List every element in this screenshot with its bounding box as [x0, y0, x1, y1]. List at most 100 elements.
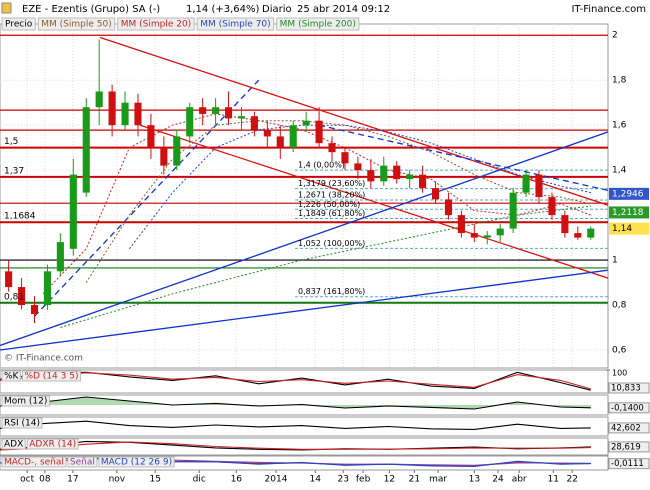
price-tag-label: 1,2946 — [612, 189, 644, 199]
legend-entry: MM (Simple 70) — [200, 20, 270, 30]
trendline — [34, 79, 260, 317]
quote: 1,14 (+3,64%) — [186, 4, 259, 15]
watermark: © IT-Finance.com — [4, 354, 83, 364]
candle-body — [302, 120, 310, 126]
legend-box — [21, 370, 81, 382]
price-tag-label: 1,2118 — [612, 208, 644, 218]
candle-body — [535, 174, 543, 198]
candle-body — [393, 165, 401, 180]
trendline — [139, 124, 608, 279]
x-tick-label: 11 — [548, 475, 559, 485]
candle-body — [56, 242, 64, 272]
value-tag — [608, 458, 650, 470]
candle-body — [160, 147, 168, 166]
fib-label: 1,052 (100,00%) — [298, 239, 365, 248]
value-tag-label: -0,1400 — [611, 403, 644, 413]
indicator-line — [0, 396, 591, 410]
candle-body — [95, 91, 103, 108]
panel-frame — [0, 394, 609, 416]
x-tick-label: mar — [429, 475, 447, 485]
price-tag — [609, 222, 649, 235]
value-tag — [608, 382, 650, 394]
candle-body — [108, 91, 116, 126]
legend-entry: MM (Simple 20) — [121, 20, 191, 30]
y-tick-label: 2 — [612, 31, 618, 41]
legend-entry: MM (Simple 50) — [41, 20, 111, 30]
legend-box — [276, 17, 360, 31]
fib-label: 1,1849 (61,80%) — [298, 209, 365, 218]
candle-body — [470, 233, 478, 238]
value-tag-label: 42,602 — [611, 423, 641, 433]
candle-body — [134, 102, 142, 126]
x-tick-label: oct — [20, 475, 34, 485]
level-label: 0,81 — [4, 292, 24, 302]
x-tick-label: abr — [512, 475, 527, 485]
candle-body — [147, 125, 155, 148]
legend-box — [1, 456, 67, 468]
price-tag-label: 1,14 — [612, 224, 632, 234]
panel-frame — [0, 416, 609, 437]
legend-box — [1, 417, 43, 429]
candle-body — [328, 143, 336, 153]
legend-box — [1, 438, 26, 450]
x-tick-label: nov — [109, 475, 126, 485]
candle-body — [561, 215, 569, 234]
x-tick-label: 12 — [384, 475, 395, 485]
moving-average — [85, 120, 591, 283]
y-tick-label: 100 — [612, 369, 627, 378]
candle-body — [457, 215, 465, 234]
y-tick-label: 1 — [612, 256, 618, 266]
candle-body — [250, 116, 258, 130]
legend-entry: Señal — [70, 458, 95, 468]
y-tick-label: 0,6 — [612, 346, 627, 356]
fib-label: 1,3179 (23,60%) — [298, 179, 365, 188]
x-tick-label: 16 — [231, 475, 243, 485]
x-tick-label: 15 — [150, 475, 161, 485]
candle-body — [43, 271, 51, 306]
trendline — [0, 269, 608, 351]
plot-area — [0, 24, 608, 368]
y-tick-label: 1,4 — [612, 166, 627, 176]
panel-frame — [0, 455, 609, 471]
legend-box — [117, 17, 195, 31]
legend-entry: MACD-, señal — [4, 458, 64, 468]
fib-label: 1,2671 (38,20%) — [298, 191, 365, 200]
level-label: 1,37 — [4, 166, 24, 176]
x-tick-label: feb — [356, 475, 371, 485]
indicator-line — [0, 372, 591, 390]
legend-entry: Mom (12) — [4, 397, 47, 407]
candle-body — [276, 136, 284, 148]
legend-box — [98, 456, 175, 468]
candle-body — [496, 228, 504, 236]
legend-entry: RSI (14) — [4, 419, 40, 429]
legend-box — [1, 17, 36, 31]
x-tick-label: 08 — [39, 475, 51, 485]
candle-body — [341, 152, 349, 164]
legend-box — [1, 370, 21, 382]
level-label: 1,1684 — [4, 212, 36, 222]
legend-box — [26, 438, 79, 450]
legend-box — [196, 17, 275, 31]
y-tick-label: 1,8 — [612, 76, 627, 86]
value-tag-label: -0,0111 — [611, 459, 644, 469]
candle-body — [548, 197, 556, 216]
indicator-line — [0, 441, 591, 451]
candle-body — [574, 233, 582, 238]
level-label: 1,5 — [4, 137, 18, 147]
x-tick-label: 17 — [67, 475, 78, 485]
x-tick-label: 2014 — [265, 475, 288, 485]
candle-body — [69, 174, 77, 249]
panel-frame — [0, 437, 609, 456]
candle-body — [121, 102, 129, 126]
icon — [1, 2, 12, 14]
candle-body — [212, 107, 220, 114]
candle-body — [431, 188, 440, 200]
candle-body — [18, 287, 26, 306]
x-tick-label: 14 — [309, 475, 321, 485]
fib-label: 1,226 (50,00%) — [298, 200, 360, 209]
value-tag — [608, 422, 650, 434]
candle-body — [444, 199, 453, 216]
